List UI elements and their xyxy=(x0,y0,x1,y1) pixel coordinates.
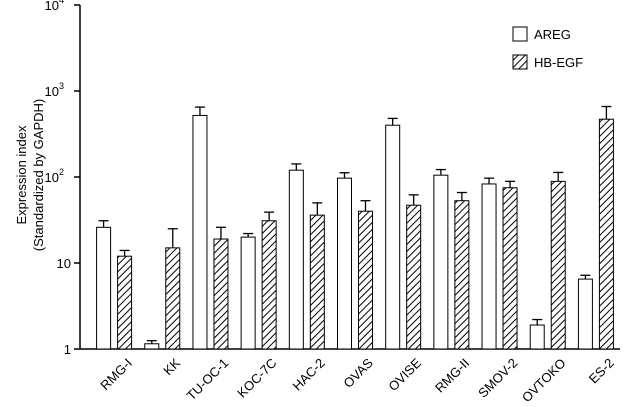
bar-areg xyxy=(577,278,593,350)
y-tick-label: 1 xyxy=(64,342,71,357)
error-bars xyxy=(98,105,612,344)
x-tick-label: RMG-II xyxy=(432,355,472,395)
bar-hb-egf xyxy=(598,118,614,350)
x-tick-label: ES-2 xyxy=(586,355,617,386)
bars xyxy=(96,114,614,350)
legend-label: AREG xyxy=(534,27,571,42)
legend-swatch xyxy=(512,26,528,42)
bar-areg xyxy=(481,183,497,350)
bar-areg xyxy=(337,177,352,350)
bar-hb-egf xyxy=(454,200,470,350)
bar-areg xyxy=(192,114,208,350)
bar-hb-egf xyxy=(117,255,133,350)
x-tick-label: TU-OC-1 xyxy=(183,355,231,402)
x-tick-label: OVAS xyxy=(340,355,376,391)
bar-hb-egf xyxy=(502,187,518,350)
x-tick-label: SMOV-2 xyxy=(475,355,520,400)
bar-hb-egf xyxy=(261,220,277,350)
legend-label: HB-EGF xyxy=(534,55,583,70)
x-tick-label: KOC-7C xyxy=(234,355,279,400)
legend: AREG HB-EGF xyxy=(512,26,583,70)
x-tick-label: KK xyxy=(160,355,183,378)
x-tick-label: RMG-I xyxy=(97,355,135,393)
bar-areg xyxy=(96,226,112,350)
bar-hb-egf xyxy=(358,210,373,350)
bar-hb-egf xyxy=(550,180,566,350)
bar-areg xyxy=(529,324,545,350)
y-axis-title: Expression index xyxy=(14,125,29,224)
bar-hb-egf xyxy=(213,238,229,350)
bar-areg xyxy=(385,124,401,350)
bar-areg xyxy=(144,343,160,350)
x-tick-label: OVTOKO xyxy=(519,355,569,402)
bar-areg xyxy=(433,174,449,350)
bar-hb-egf xyxy=(406,204,422,350)
x-tick-label: HAC-2 xyxy=(290,355,328,393)
x-tick-labels: RMG-I KK TU-OC-1 KOC-7C HAC-2 OVAS OVISE RMG-II… xyxy=(97,355,617,405)
bar-areg xyxy=(240,236,256,350)
bar-hb-egf xyxy=(165,247,181,350)
bar-areg xyxy=(288,169,304,350)
x-tick-label: OVISE xyxy=(385,355,424,394)
y-axis-title-group: Expression index (Standardized by GAPDH) xyxy=(14,99,46,251)
y-tick-label: 102 xyxy=(45,167,64,185)
legend-swatch xyxy=(512,54,528,70)
y-axis-subtitle: (Standardized by GAPDH) xyxy=(31,99,46,251)
y-tick-label: 10 xyxy=(57,256,71,271)
bar-hb-egf xyxy=(309,214,325,350)
y-tick-label: 103 xyxy=(45,81,64,99)
y-tick-label: 104 xyxy=(45,0,64,13)
